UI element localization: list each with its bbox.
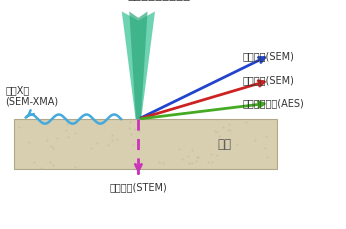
Bar xyxy=(14,119,277,169)
Text: 反射電子(SEM): 反射電子(SEM) xyxy=(242,51,294,61)
Text: (SEM-XMA): (SEM-XMA) xyxy=(5,96,58,106)
Text: 透過電子(STEM): 透過電子(STEM) xyxy=(110,182,167,192)
Polygon shape xyxy=(122,11,155,119)
Text: 試料: 試料 xyxy=(218,138,232,151)
Text: 電子線（一次電子）: 電子線（一次電子） xyxy=(128,0,191,2)
Text: オージェ電子(AES): オージェ電子(AES) xyxy=(242,98,304,109)
Polygon shape xyxy=(129,11,147,119)
Text: 二次電子(SEM): 二次電子(SEM) xyxy=(242,75,294,85)
Text: 特性X線: 特性X線 xyxy=(5,85,29,95)
